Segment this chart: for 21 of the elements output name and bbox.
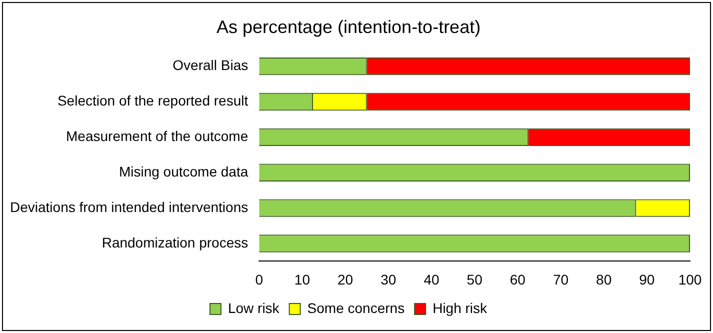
chart-title: As percentage (intention-to-treat) [216, 16, 481, 37]
legend-label: High risk [432, 300, 488, 316]
x-tick-label: 70 [552, 271, 569, 288]
legend-label: Some concerns [307, 300, 405, 316]
x-tick-label: 80 [596, 271, 612, 288]
y-tick-label: Selection of the reported result [57, 92, 248, 109]
x-tick-label: 0 [255, 271, 264, 288]
y-tick-label: Deviations from intended interventions [10, 198, 248, 215]
x-tick-label: 30 [380, 271, 396, 288]
x-tick-label: 10 [294, 271, 310, 288]
x-tick-label: 20 [338, 271, 354, 288]
x-tick-label: 40 [424, 271, 440, 288]
y-tick-label: Overall Bias [172, 57, 248, 74]
y-tick-label: Mising outcome data [118, 163, 248, 180]
y-tick-label: Measurement of the outcome [66, 128, 248, 144]
x-tick-label: 100 [678, 271, 702, 288]
x-tick-label: 50 [466, 271, 483, 288]
x-tick-label: 90 [639, 271, 655, 288]
legend-label: Low risk [228, 300, 280, 316]
y-tick-label: Randomization process [102, 234, 248, 250]
x-tick-label: 60 [510, 271, 526, 288]
